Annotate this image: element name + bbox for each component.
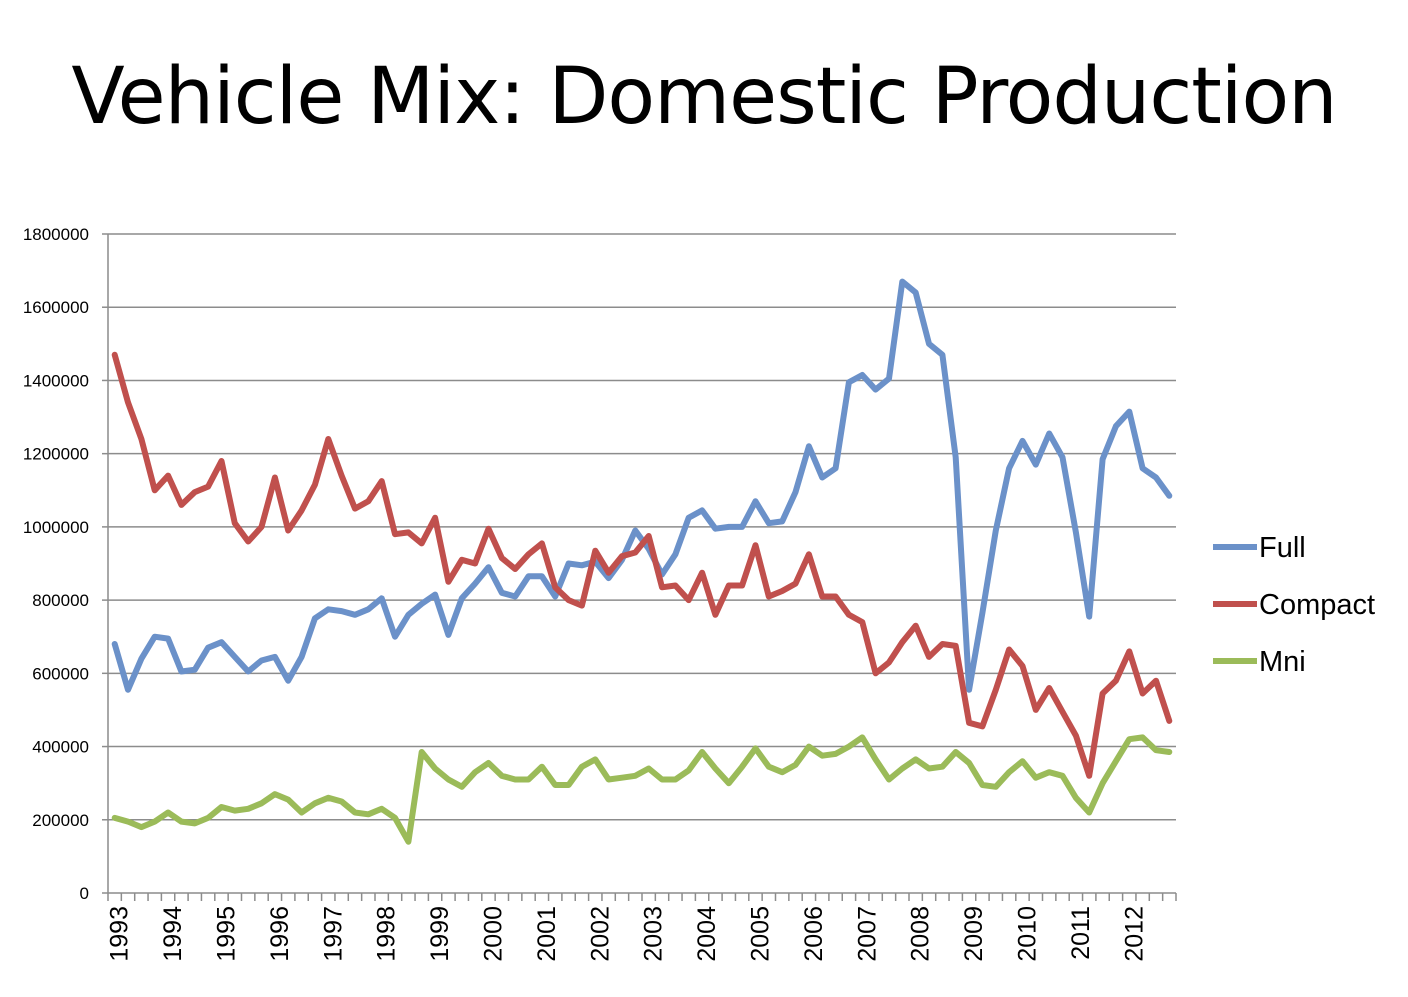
y-tick-label: 1400000 [23,371,89,390]
x-tick-label: 2003 [640,906,668,962]
y-tick-label: 1800000 [23,225,89,244]
chart-title: Vehicle Mix: Domestic Production [71,52,1337,142]
x-tick-label: 2006 [800,906,828,962]
legend-label-compact: Compact [1259,589,1375,621]
series-line-compact [111,351,1173,779]
legend-label-mni: Mni [1259,646,1306,678]
x-tick-label: 1995 [212,906,240,962]
y-tick-label: 0 [80,884,89,903]
x-tick-label: 2005 [746,906,774,962]
y-tick-label: 200000 [32,811,89,830]
y-tick-label: 400000 [32,738,89,757]
series-lines [111,278,1173,845]
x-tick-label: 1997 [319,906,347,962]
gridlines [108,233,1176,821]
x-tick-label: 2007 [853,906,881,962]
y-tick-label: 1200000 [23,445,89,464]
x-tick-label: 1999 [426,906,454,962]
y-tick-label: 1000000 [23,518,89,537]
series-line-mni [111,734,1173,845]
x-tick-label: 1994 [159,906,187,962]
legend-label-full: Full [1259,532,1306,564]
y-tick-label: 800000 [32,591,89,610]
legend: Full Compact Mni [1213,532,1375,678]
x-tick-label: 2011 [1067,906,1095,960]
x-tick-label: 2008 [907,906,935,962]
x-tick-label: 2009 [960,906,988,962]
y-axis-ticks: 0 200000 400000 600000 800000 1000000 1200000 1… [23,225,108,903]
y-tick-label: 600000 [32,664,89,683]
x-tick-label: 2010 [1013,906,1041,962]
x-tick-label: 2000 [479,906,507,962]
x-tick-label: 1998 [373,906,401,962]
x-tick-label: 1996 [266,906,294,962]
x-tick-label: 2004 [693,906,721,962]
x-tick-label: 2001 [533,906,561,962]
x-tick-label: 2012 [1120,906,1148,962]
y-tick-label: 1600000 [23,298,89,317]
x-tick-label: 2002 [586,906,614,962]
x-axis: 1993 1994 1995 1996 1997 1998 1999 2000 2001 2002… [106,234,1177,962]
x-tick-label: 1993 [106,906,134,962]
